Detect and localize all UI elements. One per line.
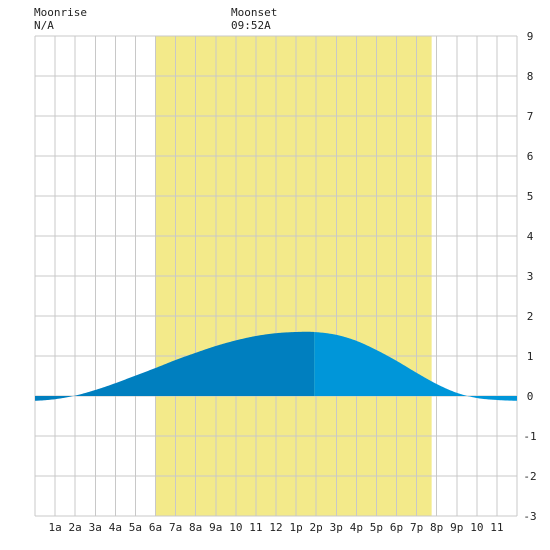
y-tick-label: 4 <box>527 230 534 243</box>
x-tick-label: 3a <box>89 521 102 534</box>
moonset-label: Moonset <box>231 6 277 19</box>
x-tick-label: 11 <box>249 521 262 534</box>
tide-area-layer <box>35 331 517 401</box>
y-tick-label: -2 <box>523 470 536 483</box>
y-tick-label: 0 <box>527 390 534 403</box>
x-tick-label: 7a <box>169 521 182 534</box>
x-tick-label: 3p <box>330 521 343 534</box>
y-axis-tick-labels: -3 -2 -1 0 1 2 3 4 5 6 7 8 9 <box>523 30 536 523</box>
x-tick-label: 2a <box>69 521 82 534</box>
x-tick-label: 11 <box>490 521 503 534</box>
y-tick-label: 5 <box>527 190 534 203</box>
y-tick-label: 8 <box>527 70 534 83</box>
y-tick-label: 3 <box>527 270 534 283</box>
moonset-value: 09:52A <box>231 19 271 32</box>
y-tick-label: -1 <box>523 430 536 443</box>
y-tick-label: 9 <box>527 30 534 43</box>
x-tick-label: 9p <box>450 521 463 534</box>
x-tick-label: 7p <box>410 521 423 534</box>
x-tick-label: 8p <box>430 521 443 534</box>
x-tick-label: 6p <box>390 521 403 534</box>
x-tick-label: 5a <box>129 521 142 534</box>
y-tick-label: 7 <box>527 110 534 123</box>
x-tick-label: 12 <box>269 521 282 534</box>
grid-layer <box>34 35 518 517</box>
moonrise-value: N/A <box>34 19 54 32</box>
x-tick-label: 1p <box>289 521 302 534</box>
x-axis-tick-labels: 1a 2a 3a 4a 5a 6a 7a 8a 9a 10 11 12 1p 2p 3p 4p 5p 6p 7p 8p… <box>48 521 503 534</box>
x-tick-label: 4p <box>350 521 363 534</box>
x-tick-label: 9a <box>209 521 222 534</box>
moonrise-label: Moonrise <box>34 6 87 19</box>
y-tick-label: 1 <box>527 350 534 363</box>
x-tick-label: 4a <box>109 521 122 534</box>
x-tick-label: 6a <box>149 521 162 534</box>
tide-area-future <box>314 332 517 401</box>
x-tick-label: 1a <box>48 521 61 534</box>
y-tick-label: -3 <box>523 510 536 523</box>
y-tick-label: 6 <box>527 150 534 163</box>
x-tick-label: 10 <box>229 521 242 534</box>
x-tick-label: 10 <box>470 521 483 534</box>
x-tick-label: 8a <box>189 521 202 534</box>
x-tick-label: 5p <box>370 521 383 534</box>
y-tick-label: 2 <box>527 310 534 323</box>
tide-area-past <box>35 331 315 401</box>
x-tick-label: 2p <box>310 521 323 534</box>
